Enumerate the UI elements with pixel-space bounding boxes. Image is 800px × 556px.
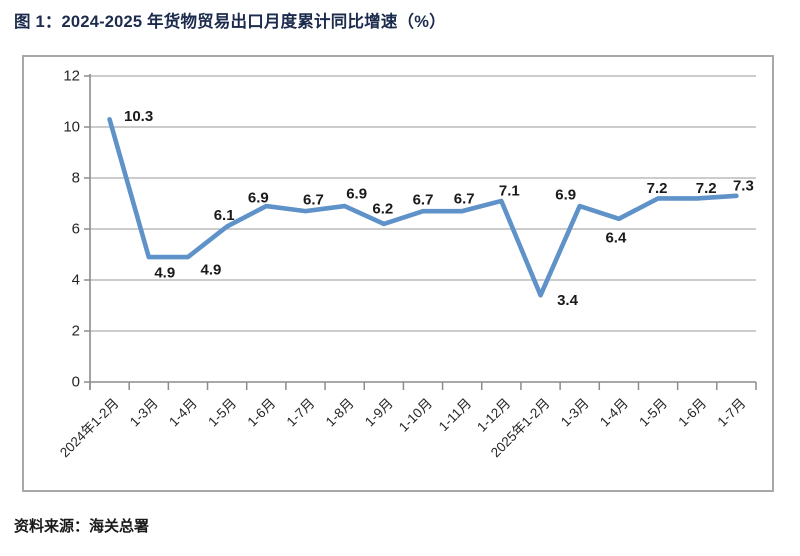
x-tick-label: 1-8月 (323, 396, 357, 430)
x-tick-label: 2024年1-2月 (57, 396, 122, 461)
x-tick-label: 1-7月 (715, 396, 749, 430)
data-label: 6.7 (303, 192, 324, 209)
data-label: 7.2 (696, 180, 717, 197)
y-tick-label: 6 (72, 221, 80, 238)
data-label: 6.7 (454, 191, 475, 208)
x-tick-label: 1-11月 (436, 396, 475, 435)
data-label: 6.2 (372, 200, 393, 217)
x-tick-label: 1-7月 (284, 396, 318, 430)
x-tick-label: 1-9月 (362, 396, 396, 430)
data-label: 6.4 (605, 229, 627, 246)
data-label: 6.1 (214, 207, 235, 224)
x-tick-label: 1-5月 (636, 396, 670, 430)
data-label: 6.9 (248, 190, 269, 207)
data-label: 3.4 (557, 292, 579, 309)
data-label: 6.9 (555, 187, 576, 204)
x-tick-label: 1-3月 (558, 396, 592, 430)
x-tick-label: 1-6月 (675, 396, 709, 430)
y-tick-label: 4 (72, 272, 80, 289)
data-label: 6.9 (346, 186, 367, 203)
y-tick-label: 8 (72, 170, 80, 187)
y-tick-label: 12 (63, 68, 80, 85)
data-label: 4.9 (201, 262, 222, 279)
x-tick-label: 1-10月 (396, 396, 435, 435)
data-label: 4.9 (154, 265, 175, 282)
data-label: 10.3 (124, 108, 153, 125)
x-tick-label: 1-4月 (597, 396, 631, 430)
data-label: 7.2 (647, 180, 668, 197)
data-label: 6.7 (413, 192, 434, 209)
y-tick-label: 10 (63, 119, 80, 136)
data-label: 7.3 (733, 177, 754, 194)
x-tick-label: 1-4月 (166, 396, 200, 430)
y-tick-label: 2 (72, 323, 80, 340)
figure-title: 图 1：2024-2025 年货物贸易出口月度累计同比增速（%） (14, 13, 446, 31)
x-tick-label: 1-6月 (244, 396, 278, 430)
chart-plot-border (22, 55, 774, 492)
y-tick-label: 0 (72, 374, 80, 391)
series-line (107, 117, 739, 298)
x-tick-label: 1-3月 (127, 396, 161, 430)
source-note: 资料来源：海关总署 (14, 518, 150, 535)
x-tick-label: 1-5月 (205, 396, 239, 430)
data-label: 7.1 (499, 182, 520, 199)
